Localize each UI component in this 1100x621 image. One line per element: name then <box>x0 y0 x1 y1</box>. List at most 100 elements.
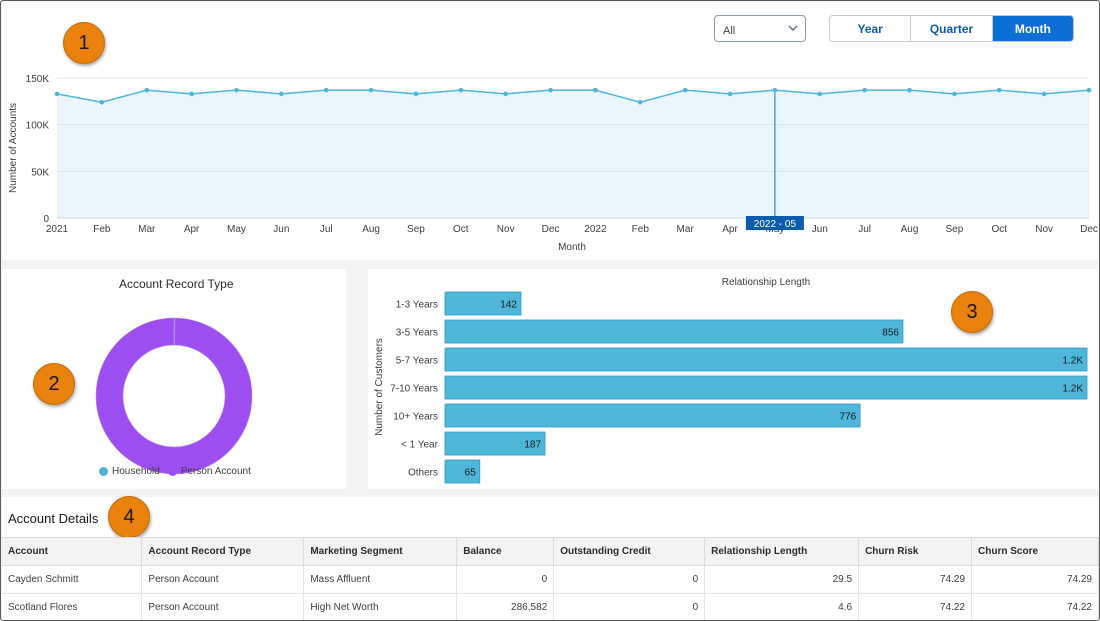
data-point[interactable] <box>593 87 598 93</box>
y-tick-label: 150K <box>26 74 50 85</box>
cell-marketing-segment: Mass Affluent <box>303 565 458 594</box>
tooltip-box <box>745 216 804 230</box>
column-header-balance[interactable]: Balance <box>456 537 555 566</box>
donut-slice-person-account[interactable] <box>95 317 253 475</box>
column-header-churn-score[interactable]: Churn Score <box>971 537 1099 566</box>
granularity-quarter-button[interactable]: Quarter <box>910 16 992 41</box>
y-axis-title: Number of Customers <box>374 338 385 436</box>
legend-swatch-person-account <box>167 467 177 476</box>
data-point[interactable] <box>234 87 239 93</box>
bar-value-label: 1.2K <box>1062 356 1083 367</box>
column-header-churn-risk[interactable]: Churn Risk <box>858 537 973 566</box>
tooltip-label: 2022 - 05 <box>754 219 797 230</box>
column-header-relationship-length[interactable]: Relationship Length <box>704 537 860 566</box>
granularity-month-button[interactable]: Month <box>991 16 1073 41</box>
granularity-year-button[interactable]: Year <box>830 16 911 41</box>
column-header-marketing-segment[interactable]: Marketing Segment <box>303 537 458 566</box>
data-point[interactable] <box>54 91 60 97</box>
x-tick-label: Sep <box>407 224 425 235</box>
data-point[interactable] <box>144 87 150 93</box>
x-tick-label: Nov <box>497 224 515 235</box>
x-tick-label: Nov <box>1035 224 1053 235</box>
account-details-title: Account Details <box>8 511 99 526</box>
account-details-table: Account Account Record Type Marketing Se… <box>2 537 1099 620</box>
period-select-value: All <box>723 25 736 37</box>
accounts-series-line <box>56 89 1090 104</box>
data-point[interactable] <box>907 87 912 93</box>
cell-balance: 286,582 <box>456 593 555 620</box>
x-tick-label: Apr <box>184 224 200 235</box>
category-label: 1-3 Years <box>396 300 438 311</box>
cell-account: Scotland Flores <box>2 593 143 620</box>
data-point[interactable] <box>862 87 867 93</box>
y-tick-label: 100K <box>26 121 50 132</box>
bar[interactable] <box>444 291 522 316</box>
bar[interactable] <box>444 403 861 428</box>
table-row[interactable]: Cayden Schmitt Person Account Mass Afflu… <box>2 565 1099 594</box>
record-type-donut-chart <box>95 317 253 475</box>
period-select[interactable]: All <box>714 15 806 42</box>
cell-balance: 0 <box>456 565 555 594</box>
bar[interactable] <box>444 375 1088 400</box>
bar[interactable] <box>444 319 904 344</box>
legend-label-household: Household <box>112 466 160 477</box>
line-chart-area <box>57 90 1089 218</box>
data-point[interactable] <box>1041 91 1047 97</box>
legend-item-household[interactable]: Household <box>99 466 160 477</box>
data-point[interactable] <box>189 91 194 97</box>
cell-account: Cayden Schmitt <box>2 565 143 594</box>
data-point[interactable] <box>99 99 105 105</box>
table-row[interactable]: Scotland Flores Person Account High Net … <box>2 593 1099 620</box>
category-label: Others <box>408 468 438 479</box>
bar-value-label: 142 <box>500 300 517 311</box>
category-label: 3-5 Years <box>396 328 438 339</box>
data-point[interactable] <box>996 87 1002 93</box>
data-point[interactable] <box>503 91 508 97</box>
data-point[interactable] <box>548 87 553 93</box>
data-point[interactable] <box>638 99 643 105</box>
data-point[interactable] <box>1086 87 1092 93</box>
x-tick-label: Jun <box>812 224 828 235</box>
accounts-over-time-panel: 1 All Year Quarter Month 150K 100K 50K 0 202… <box>2 2 1099 260</box>
cell-record-type: Person Account <box>141 593 305 620</box>
callout-badge-3: 3 <box>951 291 993 333</box>
x-tick-label: Feb <box>632 224 650 235</box>
data-point[interactable] <box>413 91 419 97</box>
data-point[interactable] <box>817 91 823 97</box>
x-tick-label: Dec <box>542 224 560 235</box>
legend-item-person-account[interactable]: Person Account <box>167 466 251 477</box>
column-header-account[interactable]: Account <box>2 537 143 566</box>
legend-swatch-household <box>99 467 108 476</box>
data-point[interactable] <box>458 87 464 93</box>
x-tick-label: Jul <box>320 224 333 235</box>
bar[interactable] <box>444 431 546 456</box>
data-point[interactable] <box>727 91 733 97</box>
x-tick-label: 2022 <box>584 224 607 235</box>
y-axis-title: Number of Accounts <box>8 103 19 193</box>
column-header-outstanding-credit[interactable]: Outstanding Credit <box>553 537 706 566</box>
data-point[interactable] <box>952 91 957 97</box>
bar[interactable] <box>444 347 1088 372</box>
x-tick-label: Dec <box>1080 224 1098 235</box>
account-details-panel: Account Details 4 Account Account Record… <box>2 496 1099 620</box>
relationship-chart-title: Relationship Length <box>722 277 810 288</box>
x-tick-label: Aug <box>901 224 919 235</box>
bar-value-label: 856 <box>882 328 899 339</box>
category-label: 10+ Years <box>393 412 438 423</box>
chevron-down-icon <box>788 25 798 31</box>
data-point[interactable] <box>279 91 284 97</box>
data-point[interactable] <box>772 87 778 93</box>
record-type-chart-title: Account Record Type <box>119 277 234 291</box>
x-tick-label: 2021 <box>46 224 69 235</box>
data-point[interactable] <box>323 87 329 93</box>
category-label: 7-10 Years <box>390 384 438 395</box>
callout-badge-2: 2 <box>33 363 75 405</box>
category-label: < 1 Year <box>401 440 439 451</box>
relationship-length-bar-chart: Relationship Length Number of Customers 1-… <box>374 277 1088 484</box>
data-point[interactable] <box>682 87 688 93</box>
bar[interactable] <box>444 459 481 484</box>
category-label: 5-7 Years <box>396 356 438 367</box>
column-header-record-type[interactable]: Account Record Type <box>141 537 305 566</box>
data-point[interactable] <box>368 87 374 93</box>
